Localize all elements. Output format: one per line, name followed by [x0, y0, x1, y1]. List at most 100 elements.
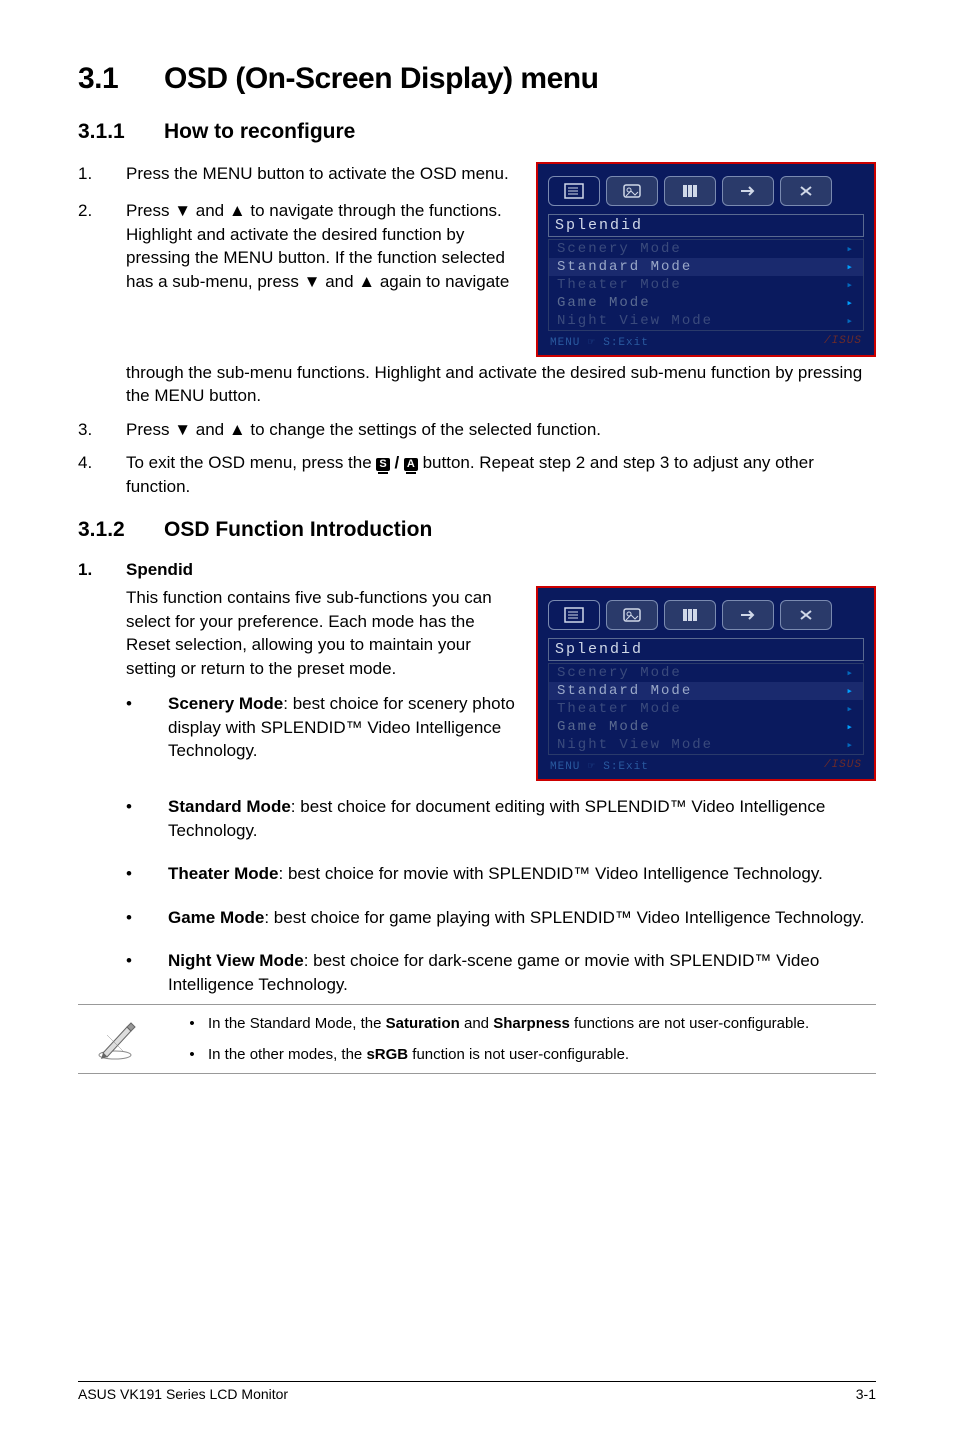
note-1-text: In the Standard Mode, the Saturation and… [208, 1013, 809, 1034]
scenery-text: Scenery Mode: best choice for scenery ph… [168, 692, 516, 762]
osd-screenshot-1: Splendid Scenery Mode▸ Standard Mode▸ Th… [536, 162, 876, 357]
step-4-slash: / [390, 453, 404, 472]
osd-item-arrow-icon: ▸ [846, 242, 855, 256]
note-block: • In the Standard Mode, the Saturation a… [78, 1004, 876, 1074]
osd-footer: MENU ☞ S:Exit /ISUS [548, 755, 864, 773]
step-2-mid2: and [320, 272, 358, 291]
step-2-continuation: through the sub-menu functions. Highligh… [78, 361, 876, 408]
step-1: 1. Press the MENU button to activate the… [78, 162, 516, 185]
bullet-icon: • [126, 692, 168, 762]
osd-tab-exit-icon [780, 600, 832, 630]
note-1: • In the Standard Mode, the Saturation a… [176, 1013, 876, 1034]
note-2-text: In the other modes, the sRGB function is… [208, 1044, 629, 1065]
osd-brand: /ISUS [824, 335, 862, 349]
sub1-num: 3.1.1 [78, 120, 164, 144]
osd-tab-splendid-icon [548, 176, 600, 206]
s-button-icon: S [376, 458, 389, 471]
osd-item-arrow-icon: ▸ [846, 260, 855, 274]
osd-tab-image-icon [606, 176, 658, 206]
step-4: 4. To exit the OSD menu, press the S / A… [78, 451, 876, 498]
osd-item: Theater Mode▸ [549, 700, 863, 718]
standard-name: Standard Mode [168, 797, 291, 816]
sub1-text: How to reconfigure [164, 120, 355, 143]
osd-title: Splendid [548, 638, 864, 661]
game-desc: : best choice for game playing with SPLE… [264, 908, 864, 927]
step-2-cont-text: through the sub-menu functions. Highligh… [126, 361, 876, 408]
standard-text: Standard Mode: best choice for document … [168, 795, 876, 842]
bullet-icon: • [126, 906, 168, 929]
step-2-pre: Press [126, 201, 174, 220]
osd-item: Scenery Mode ▸ [549, 664, 863, 682]
osd-item: Game Mode▸ [549, 294, 863, 312]
note-2-post: function is not user-configurable. [408, 1046, 629, 1063]
osd-item: Theater Mode▸ [549, 276, 863, 294]
sub2-text: OSD Function Introduction [164, 518, 432, 541]
night-text: Night View Mode: best choice for dark-sc… [168, 949, 876, 996]
down-icon: ▼ [174, 199, 191, 222]
osd-tab-image-icon [606, 600, 658, 630]
spendid-num: 1. [78, 560, 126, 580]
osd-item-label: Standard Mode [557, 683, 692, 699]
osd-item: Night View Mode▸ [549, 312, 863, 330]
bullet-icon: • [126, 862, 168, 885]
footer-right: 3-1 [856, 1386, 876, 1402]
osd-item: Scenery Mode▸ [549, 240, 863, 258]
osd-item: Night View Mode▸ [549, 736, 863, 754]
scenery-bullet: • Scenery Mode: best choice for scenery … [126, 692, 516, 762]
bullet-icon: • [126, 795, 168, 842]
osd-list: Scenery Mode▸ Standard Mode ▸ Theater Mod… [548, 239, 864, 331]
theater-name: Theater Mode [168, 864, 279, 883]
step-2-body: Press ▼ and ▲ to navigate through the fu… [126, 199, 516, 293]
step-3-post: to change the settings of the selected f… [246, 420, 601, 439]
osd-tab-icons [548, 600, 864, 630]
note-1-mid: and [460, 1015, 493, 1032]
osd-list: Scenery Mode▸ Standard Mode▸ Theater Mod… [548, 663, 864, 755]
osd-brand: /ISUS [824, 759, 862, 773]
osd-item-label: Standard Mode [557, 259, 692, 275]
note-2-b1: sRGB [366, 1046, 408, 1063]
note-1-b2: Sharpness [493, 1015, 570, 1032]
osd-item: Standard Mode▸ [549, 682, 863, 700]
spendid-para: This function contains five sub-function… [126, 586, 516, 680]
up-icon: ▲ [358, 270, 375, 293]
osd-item: Standard Mode ▸ [549, 258, 863, 276]
osd-tab-color-icon [664, 600, 716, 630]
osd-tab-input-icon [722, 176, 774, 206]
sub2-num: 3.1.2 [78, 518, 164, 542]
game-bullet: • Game Mode: best choice for game playin… [126, 906, 876, 929]
step-1-body: Press the MENU button to activate the OS… [126, 162, 516, 185]
scenery-name: Scenery Mode [168, 694, 283, 713]
osd-footer-left: MENU ☞ S:Exit [550, 335, 649, 349]
osd-item-arrow-icon: ▸ [846, 296, 855, 310]
step-4-pre: To exit the OSD menu, press the [126, 453, 376, 472]
step-1-num: 1. [78, 162, 126, 185]
step-3-pre: Press [126, 420, 174, 439]
step-2: 2. Press ▼ and ▲ to navigate through the… [78, 199, 516, 293]
step-2-num: 2. [78, 199, 126, 293]
down-icon: ▼ [304, 270, 321, 293]
note-2-pre: In the other modes, the [208, 1046, 366, 1063]
osd-screenshot-2: Splendid Scenery Mode▸ Standard Mode▸ Th… [536, 586, 876, 781]
osd-footer-left: MENU ☞ S:Exit [550, 759, 649, 773]
bullet-icon: • [126, 949, 168, 996]
osd-item-label: Scenery Mode [557, 665, 682, 681]
osd-tab-input-icon [722, 600, 774, 630]
game-name: Game Mode [168, 908, 264, 927]
page-footer: ASUS VK191 Series LCD Monitor 3-1 [78, 1381, 876, 1402]
osd-item-arrow-icon: ▸ [846, 278, 855, 292]
spendid-label: Spendid [126, 560, 193, 580]
note-pen-icon [78, 1013, 156, 1065]
osd-item-label: Night View Mode [557, 737, 713, 753]
step-4-num: 4. [78, 451, 126, 498]
step-3-num: 3. [78, 418, 126, 441]
osd-footer: MENU ☞ S:Exit /ISUS [548, 331, 864, 349]
note-1-b1: Saturation [386, 1015, 460, 1032]
theater-desc: : best choice for movie with SPLENDID™ V… [279, 864, 823, 883]
theater-bullet: • Theater Mode: best choice for movie wi… [126, 862, 876, 885]
osd-item-arrow-icon: ▸ [846, 702, 855, 716]
night-bullet: • Night View Mode: best choice for dark-… [126, 949, 876, 996]
footer-left: ASUS VK191 Series LCD Monitor [78, 1386, 288, 1402]
note-1-pre: In the Standard Mode, the [208, 1015, 386, 1032]
osd-item-arrow-icon: ▸ [846, 666, 855, 680]
standard-bullet: • Standard Mode: best choice for documen… [126, 795, 876, 842]
